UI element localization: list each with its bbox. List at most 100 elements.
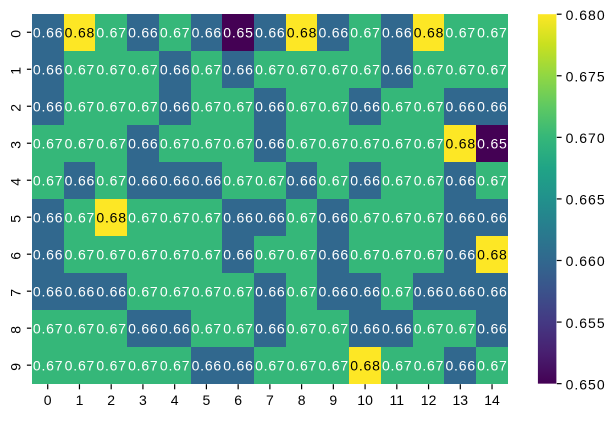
svg-text:13: 13 [453, 392, 469, 408]
svg-text:0.65: 0.65 [223, 25, 253, 41]
svg-text:0.66: 0.66 [128, 136, 158, 152]
svg-text:0.66: 0.66 [160, 173, 190, 189]
svg-text:0.67: 0.67 [33, 321, 63, 337]
svg-text:0.67: 0.67 [192, 99, 222, 115]
svg-text:9: 9 [7, 363, 23, 371]
svg-text:0.67: 0.67 [287, 247, 317, 263]
svg-text:0.67: 0.67 [287, 321, 317, 337]
svg-text:6: 6 [234, 392, 242, 408]
svg-text:0.66: 0.66 [318, 247, 348, 263]
svg-text:0.68: 0.68 [350, 358, 380, 374]
svg-text:0.665: 0.665 [566, 192, 606, 208]
svg-text:8: 8 [7, 326, 23, 334]
svg-text:0.67: 0.67 [223, 99, 253, 115]
svg-text:4: 4 [171, 392, 179, 408]
svg-text:0.66: 0.66 [445, 358, 475, 374]
svg-text:0.67: 0.67 [128, 99, 158, 115]
svg-text:0.67: 0.67 [382, 136, 412, 152]
svg-text:0.67: 0.67 [96, 136, 126, 152]
svg-text:0.66: 0.66 [128, 321, 158, 337]
svg-text:0.67: 0.67 [445, 62, 475, 78]
svg-text:0.66: 0.66 [382, 25, 412, 41]
svg-text:0.67: 0.67 [160, 358, 190, 374]
svg-text:0.67: 0.67 [160, 284, 190, 300]
svg-text:4: 4 [7, 178, 23, 186]
svg-text:0.67: 0.67 [255, 247, 285, 263]
svg-text:1: 1 [76, 392, 84, 408]
svg-text:0.66: 0.66 [255, 321, 285, 337]
svg-text:0.66: 0.66 [192, 358, 222, 374]
svg-text:0.67: 0.67 [160, 25, 190, 41]
svg-text:0.67: 0.67 [477, 25, 507, 41]
svg-text:0.67: 0.67 [223, 321, 253, 337]
svg-text:0.67: 0.67 [350, 247, 380, 263]
svg-text:0.66: 0.66 [350, 284, 380, 300]
svg-text:0.67: 0.67 [128, 284, 158, 300]
svg-text:0.67: 0.67 [414, 136, 444, 152]
svg-text:0.66: 0.66 [477, 284, 507, 300]
svg-text:0.66: 0.66 [318, 210, 348, 226]
svg-text:0.67: 0.67 [96, 247, 126, 263]
svg-text:0.66: 0.66 [255, 136, 285, 152]
svg-text:0.67: 0.67 [33, 358, 63, 374]
svg-text:0.67: 0.67 [414, 358, 444, 374]
svg-text:7: 7 [7, 289, 23, 297]
svg-text:0.67: 0.67 [350, 62, 380, 78]
svg-text:0.67: 0.67 [96, 321, 126, 337]
svg-text:0.66: 0.66 [255, 210, 285, 226]
svg-text:0.67: 0.67 [255, 173, 285, 189]
svg-text:7: 7 [266, 392, 274, 408]
svg-text:3: 3 [7, 141, 23, 149]
svg-text:0.66: 0.66 [350, 173, 380, 189]
svg-text:12: 12 [421, 392, 437, 408]
svg-text:0.67: 0.67 [223, 284, 253, 300]
svg-text:11: 11 [390, 392, 405, 408]
svg-text:0.66: 0.66 [318, 25, 348, 41]
svg-text:0.680: 0.680 [566, 7, 606, 23]
svg-text:0.66: 0.66 [65, 173, 95, 189]
svg-text:0.67: 0.67 [192, 136, 222, 152]
svg-text:0: 0 [7, 30, 23, 38]
svg-text:0.67: 0.67 [192, 210, 222, 226]
svg-text:0.660: 0.660 [566, 253, 606, 269]
svg-text:0.67: 0.67 [192, 321, 222, 337]
svg-text:0.655: 0.655 [566, 315, 606, 331]
svg-text:0.67: 0.67 [96, 358, 126, 374]
svg-text:0.66: 0.66 [33, 284, 63, 300]
svg-text:0.66: 0.66 [160, 62, 190, 78]
svg-text:0.67: 0.67 [445, 321, 475, 337]
svg-text:0.66: 0.66 [255, 99, 285, 115]
svg-text:0.67: 0.67 [96, 99, 126, 115]
svg-text:0.67: 0.67 [382, 358, 412, 374]
svg-text:0.66: 0.66 [477, 321, 507, 337]
svg-text:5: 5 [203, 392, 211, 408]
svg-text:0.67: 0.67 [287, 210, 317, 226]
svg-text:0.66: 0.66 [414, 284, 444, 300]
svg-text:0.67: 0.67 [350, 210, 380, 226]
svg-text:0.67: 0.67 [287, 284, 317, 300]
svg-text:0.67: 0.67 [287, 358, 317, 374]
svg-text:0.68: 0.68 [445, 136, 475, 152]
svg-text:0.66: 0.66 [223, 62, 253, 78]
svg-text:0.67: 0.67 [33, 136, 63, 152]
svg-text:0.67: 0.67 [160, 136, 190, 152]
svg-text:0.67: 0.67 [128, 62, 158, 78]
svg-text:0.66: 0.66 [33, 210, 63, 226]
svg-text:0.66: 0.66 [223, 358, 253, 374]
svg-text:0.67: 0.67 [128, 247, 158, 263]
svg-text:0.66: 0.66 [350, 99, 380, 115]
svg-text:0.66: 0.66 [445, 173, 475, 189]
svg-text:0.67: 0.67 [477, 173, 507, 189]
svg-text:0.67: 0.67 [96, 62, 126, 78]
svg-text:0.68: 0.68 [477, 247, 507, 263]
svg-text:0.67: 0.67 [255, 62, 285, 78]
svg-text:5: 5 [7, 215, 23, 223]
svg-text:0.68: 0.68 [65, 25, 95, 41]
svg-text:0.66: 0.66 [350, 321, 380, 337]
svg-text:0.66: 0.66 [445, 247, 475, 263]
svg-text:0.67: 0.67 [65, 62, 95, 78]
svg-text:0.66: 0.66 [128, 173, 158, 189]
svg-text:8: 8 [298, 392, 306, 408]
svg-text:0.67: 0.67 [192, 247, 222, 263]
svg-text:14: 14 [484, 392, 500, 408]
